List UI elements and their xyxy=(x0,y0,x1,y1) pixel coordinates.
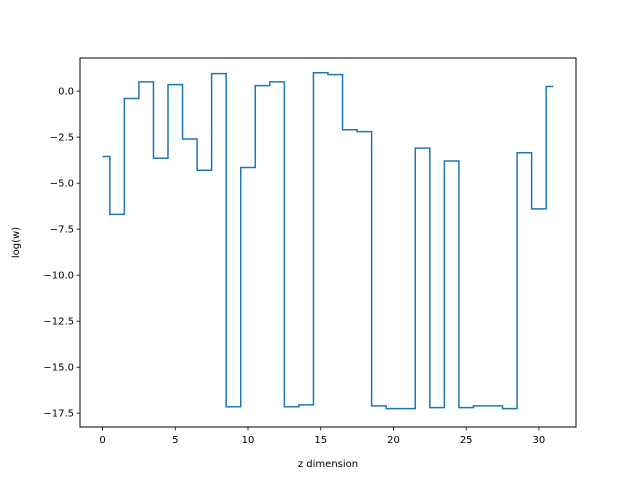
x-tick-label: 30 xyxy=(533,435,546,446)
y-axis-ticks: 0.0 −2.5 −5.0 −7.5 −10.0 −12.5 −15.0 −17.5 xyxy=(43,87,80,420)
axes-frame xyxy=(79,57,577,428)
y-tick-label: −17.5 xyxy=(43,409,74,420)
y-axis-label: log(w) xyxy=(11,227,22,258)
x-tick-label: 0 xyxy=(99,435,105,446)
y-tick-label: −2.5 xyxy=(50,133,74,144)
y-tick-label: −15.0 xyxy=(43,363,74,374)
plot-area xyxy=(102,71,554,410)
y-tick-label: 0.0 xyxy=(58,87,74,98)
x-tick-label: 15 xyxy=(314,435,327,446)
x-tick-label: 5 xyxy=(172,435,178,446)
x-tick-label: 10 xyxy=(242,435,255,446)
series-line-0 xyxy=(102,71,554,410)
x-tick-label: 20 xyxy=(387,435,400,446)
x-tick-label: 25 xyxy=(460,435,473,446)
y-tick-label: −5.0 xyxy=(50,179,74,190)
y-tick-label: −10.0 xyxy=(43,271,74,282)
y-tick-label: −12.5 xyxy=(43,317,74,328)
y-tick-label: −7.5 xyxy=(50,225,74,236)
x-axis-label: z dimension xyxy=(298,459,358,470)
x-axis-ticks: 0 5 10 15 20 25 30 xyxy=(99,427,545,446)
